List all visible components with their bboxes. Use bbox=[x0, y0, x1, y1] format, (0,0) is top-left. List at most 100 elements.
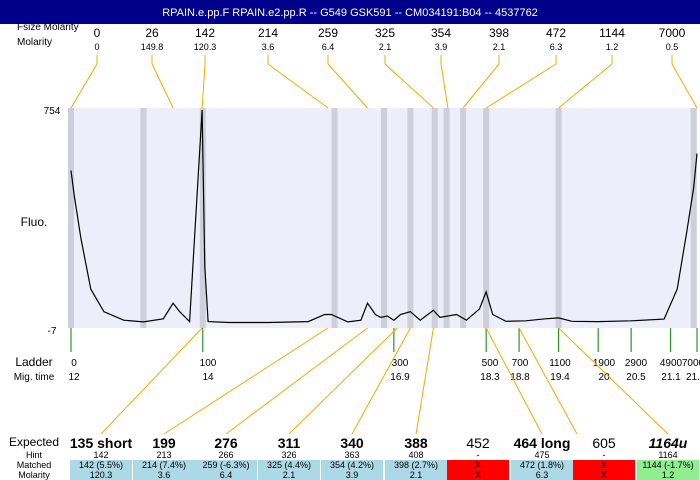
fragment-column: 388 408 398 (2.7%) 2.1 bbox=[385, 434, 447, 480]
matched-value: 1144 (-1.7%) bbox=[642, 460, 694, 470]
ladder-size: 7000 bbox=[682, 358, 700, 369]
fragment-column: 199 213 214 (7.4%) 3.6 bbox=[133, 434, 195, 480]
run-title: RPAIN.e.pp.F RPAIN.e2.pp.R -- G549 GSK59… bbox=[162, 7, 538, 19]
ladder-size: 700 bbox=[512, 358, 529, 369]
peak-size: 398 bbox=[489, 26, 509, 40]
peak-size: 7000 bbox=[659, 26, 686, 40]
hint-value: 363 bbox=[344, 450, 360, 460]
match-status-box bbox=[321, 460, 383, 480]
peak-band bbox=[68, 108, 74, 328]
ladder-mig-time: 21. bbox=[686, 372, 700, 383]
matched-molarity: 3.9 bbox=[345, 470, 359, 480]
match-connector bbox=[225, 327, 368, 434]
ladder-mig-time: 21.1 bbox=[661, 372, 681, 383]
expected-size: 388 bbox=[404, 435, 428, 451]
matched-molarity: 1.2 bbox=[661, 470, 675, 480]
peak-band bbox=[381, 108, 387, 328]
peak-band bbox=[331, 108, 338, 328]
matched-molarity: 6.3 bbox=[535, 470, 549, 480]
peak-size: 259 bbox=[318, 26, 338, 40]
match-connector bbox=[351, 327, 411, 434]
matched-value: 214 (7.4%) bbox=[141, 460, 187, 470]
peak-connector bbox=[671, 63, 698, 109]
peak-connector bbox=[201, 63, 206, 109]
hint-value: - bbox=[476, 450, 480, 460]
peak-molarity: 3.9 bbox=[435, 42, 448, 52]
fluorescence-trace bbox=[70, 109, 698, 324]
ladder-mig-time: 12 bbox=[68, 372, 80, 383]
matched-value: X bbox=[474, 460, 481, 470]
expected-label: Expected bbox=[8, 435, 60, 449]
ladder-size: 300 bbox=[392, 358, 409, 369]
ladder-mig-time: 18.3 bbox=[480, 372, 500, 383]
match-status-box bbox=[133, 460, 195, 480]
peak-size: 325 bbox=[375, 26, 395, 40]
matched-molarity: 120.3 bbox=[89, 470, 113, 480]
molarity-row-label: Molarity bbox=[17, 37, 53, 48]
peak-molarity: 149.8 bbox=[141, 42, 164, 52]
peak-band bbox=[483, 108, 490, 328]
ladder-mig-time: 16.9 bbox=[390, 372, 410, 383]
matched-label: Matched bbox=[16, 460, 52, 470]
peak-size: 214 bbox=[258, 26, 278, 40]
hint-value: 213 bbox=[156, 450, 172, 460]
mig-time-label: Mig. time bbox=[14, 372, 55, 383]
match-connector bbox=[518, 327, 578, 434]
peak-connector bbox=[267, 63, 329, 109]
expected-size: 199 bbox=[152, 435, 176, 451]
expected-size: 452 bbox=[466, 435, 490, 451]
match-connector bbox=[558, 327, 669, 434]
match-status-box bbox=[70, 460, 132, 480]
peak-size: 354 bbox=[431, 26, 451, 40]
peak-connector bbox=[485, 63, 557, 109]
peak-molarity: 0.5 bbox=[666, 42, 679, 52]
peak-size: 26 bbox=[145, 26, 159, 40]
ladder-size: 1900 bbox=[593, 358, 616, 369]
peak-band bbox=[407, 108, 414, 328]
hint-value: 266 bbox=[218, 450, 234, 460]
ladder-size: 0 bbox=[71, 358, 77, 369]
peak-band bbox=[431, 108, 438, 328]
title-bar: RPAIN.e.pp.F RPAIN.e2.pp.R -- G549 GSK59… bbox=[0, 0, 700, 24]
match-connector bbox=[288, 327, 398, 434]
match-status-box bbox=[258, 460, 320, 480]
peak-connector bbox=[440, 63, 449, 109]
match-status-box bbox=[447, 460, 509, 480]
fragment-column: 311 326 325 (4.4%) 2.1 bbox=[258, 434, 320, 480]
fragment-column: 452- X X bbox=[447, 434, 509, 480]
match-status-box bbox=[385, 460, 447, 480]
fragment-column: 1164u 1164 1144 (-1.7%) 1.2 bbox=[637, 434, 699, 480]
expected-size: 276 bbox=[214, 435, 238, 451]
peak-molarity: 120.3 bbox=[194, 42, 217, 52]
electropherogram: 0 0 26 149.8 142 120.3 214 3.6 259 6.4 325 2.1 354 3.… bbox=[14, 26, 700, 434]
peak-band bbox=[140, 108, 147, 328]
ladder-size: 100 bbox=[200, 358, 217, 369]
hint-value: 326 bbox=[281, 450, 297, 460]
hint-value: 475 bbox=[534, 450, 550, 460]
fragment-column: 605- X X bbox=[573, 434, 635, 480]
fragment-column: 464 long 475 472 (1.8%) 6.3 bbox=[511, 434, 573, 480]
matched-value: 472 (1.8%) bbox=[519, 460, 565, 470]
y-tick-max: 754 bbox=[44, 106, 61, 117]
ladder-mig-time: 19.4 bbox=[550, 372, 570, 383]
fragment-column: 135 short 142 142 (5.5%) 120.3 bbox=[70, 434, 132, 480]
ladder-size: 500 bbox=[482, 358, 499, 369]
peak-size: 1144 bbox=[599, 26, 625, 40]
ladder-label: Ladder bbox=[15, 355, 52, 369]
matched-value: 142 (5.5%) bbox=[78, 460, 124, 470]
matched-value: X bbox=[600, 460, 607, 470]
ladder-mig-time: 20 bbox=[598, 372, 610, 383]
hint-value: 142 bbox=[93, 450, 109, 460]
peak-size: 0 bbox=[94, 26, 101, 40]
match-status-box bbox=[511, 460, 573, 480]
peak-connector bbox=[384, 63, 434, 109]
matched-value: 354 (4.2%) bbox=[329, 460, 375, 470]
match-connector bbox=[163, 327, 329, 434]
ladder-size: 1100 bbox=[549, 358, 571, 369]
expected-size: 605 bbox=[592, 435, 616, 451]
matched-value: 325 (4.4%) bbox=[266, 460, 312, 470]
peak-molarity: 2.1 bbox=[493, 42, 506, 52]
matched-molarity: 2.1 bbox=[409, 470, 423, 480]
match-status-box bbox=[195, 460, 257, 480]
peak-band bbox=[555, 108, 562, 328]
